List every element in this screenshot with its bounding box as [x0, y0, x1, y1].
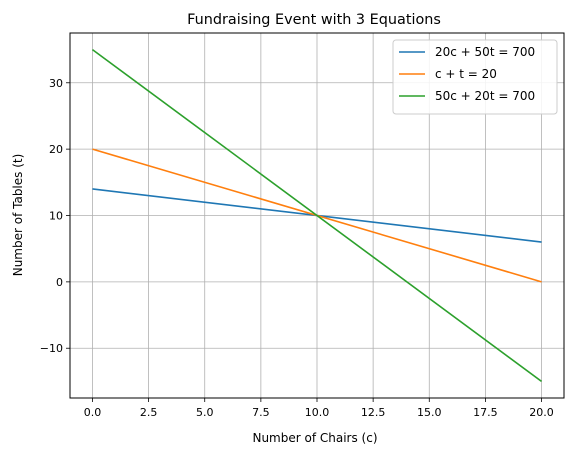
y-tick-label: −10	[40, 342, 63, 355]
legend: 20c + 50t = 700 c + t = 20 50c + 20t = 700	[392, 39, 558, 115]
x-tick-label: 2.5	[140, 406, 158, 419]
y-axis-ticks: −10 0 10 20 30	[40, 77, 70, 355]
x-axis-ticks: 0.0 2.5 5.0 7.5 10.0 12.5 15.0 17.5 20.0	[84, 398, 554, 419]
y-tick-label: 0	[56, 276, 63, 289]
x-tick-label: 20.0	[529, 406, 554, 419]
legend-box	[392, 39, 558, 115]
legend-label-2: c + t = 20	[435, 67, 497, 81]
x-tick-label: 12.5	[361, 406, 386, 419]
x-axis-label: Number of Chairs (c)	[252, 431, 377, 445]
chart-title: Fundraising Event with 3 Equations	[187, 12, 441, 28]
x-tick-label: 5.0	[196, 406, 214, 419]
y-tick-label: 30	[49, 77, 63, 90]
x-tick-label: 17.5	[473, 406, 498, 419]
series-line-3	[91, 48, 543, 383]
y-tick-label: 20	[49, 143, 63, 156]
x-tick-label: 7.5	[252, 406, 270, 419]
x-tick-label: 10.0	[305, 406, 330, 419]
legend-label-3: 50c + 20t = 700	[435, 89, 535, 103]
y-tick-label: 10	[49, 210, 63, 223]
x-tick-label: 15.0	[417, 406, 442, 419]
y-axis-label: Number of Tables (t)	[11, 154, 25, 277]
legend-label-1: 20c + 50t = 700	[435, 45, 535, 59]
x-tick-label: 0.0	[84, 406, 102, 419]
series-lines	[91, 48, 543, 383]
